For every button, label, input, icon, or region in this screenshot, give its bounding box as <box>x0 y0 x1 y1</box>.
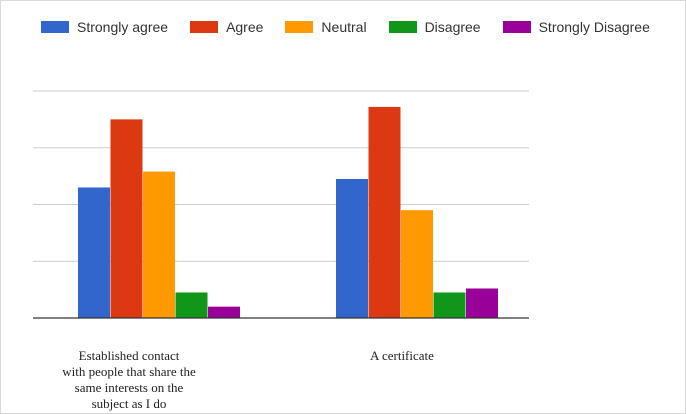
category-label-line: A certificate <box>370 348 434 363</box>
bar <box>110 119 143 318</box>
legend-item: Strongly Disagree <box>502 19 650 35</box>
bar <box>368 106 401 318</box>
legend-item: Disagree <box>388 19 481 35</box>
bar <box>433 292 466 318</box>
category-label-line: subject as I do <box>91 396 167 411</box>
bar <box>208 306 240 318</box>
category-label-line: with people that share the <box>62 364 196 379</box>
legend-swatch <box>285 21 314 33</box>
legend-label: Strongly Disagree <box>538 19 650 35</box>
category-label-line: same interests on the <box>74 380 184 395</box>
legend-label: Disagree <box>424 19 481 35</box>
bar <box>336 178 368 318</box>
bar <box>175 292 208 318</box>
chart-legend: Strongly agree Agree Neutral Disagree Strong… <box>41 19 650 35</box>
bar <box>466 288 498 318</box>
category-label: A certificate <box>312 348 492 364</box>
legend-item: Strongly agree <box>41 19 168 35</box>
legend-swatch <box>502 21 531 33</box>
bar <box>401 210 433 318</box>
category-label-line: Established contact <box>78 348 180 363</box>
legend-item: Agree <box>190 19 263 35</box>
bar <box>78 187 110 318</box>
legend-swatch <box>388 21 417 33</box>
legend-item: Neutral <box>285 19 367 35</box>
legend-label: Agree <box>226 19 264 35</box>
legend-label: Neutral <box>321 19 367 35</box>
legend-swatch <box>41 21 69 33</box>
bar <box>143 171 175 318</box>
legend-swatch <box>190 21 219 33</box>
category-label: Established contact with people that shar… <box>39 348 219 412</box>
legend-label: Strongly agree <box>77 19 169 35</box>
